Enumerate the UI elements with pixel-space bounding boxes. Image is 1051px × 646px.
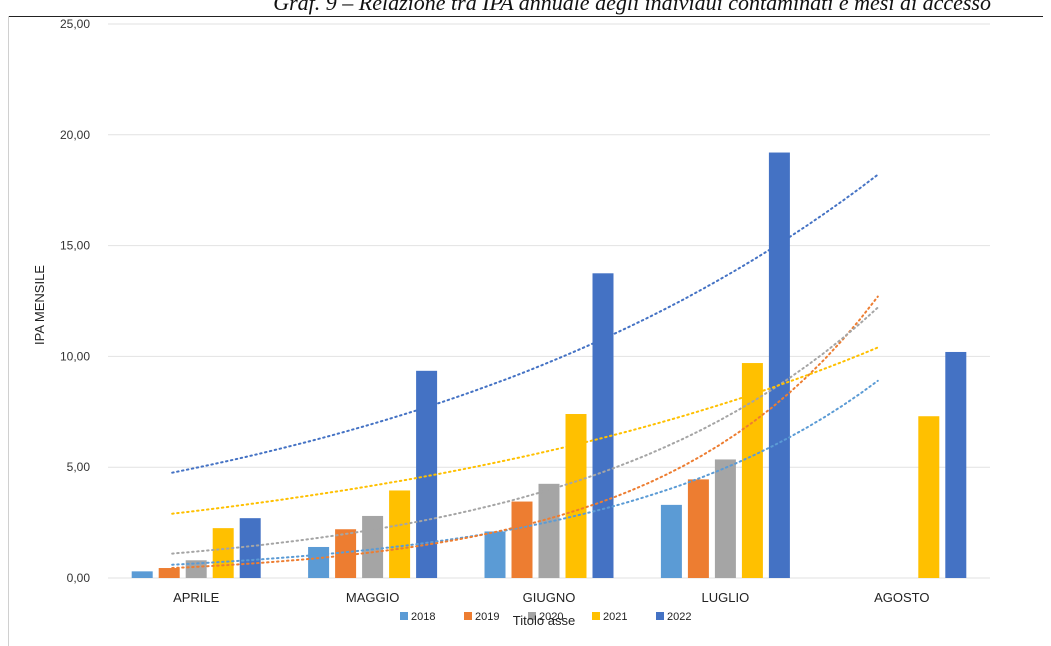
trendline-2020: [171, 306, 879, 555]
bar-2018-giugno: [484, 531, 506, 578]
x-tick-label: APRILE: [173, 590, 220, 605]
bar-2019-giugno: [511, 501, 533, 578]
bar-2020-maggio: [362, 515, 384, 578]
x-tick-label: MAGGIO: [346, 590, 399, 605]
y-axis-label: IPA MENSILE: [32, 265, 47, 345]
legend-label-2021: 2021: [603, 611, 627, 623]
bar-2018-maggio: [308, 546, 330, 578]
y-tick-label: 25,00: [60, 17, 90, 31]
bar-2022-giugno: [592, 273, 614, 578]
bar-2018-aprile: [131, 571, 153, 578]
trendline-2019: [171, 295, 879, 569]
trendline-2018: [171, 379, 879, 566]
bar-2020-aprile: [185, 560, 207, 578]
bar-2022-agosto: [945, 351, 967, 578]
frame-left-border: [8, 16, 9, 646]
bar-2022-luglio: [768, 152, 790, 578]
legend: 2018 2019 2020 2021 2022: [400, 611, 691, 623]
x-tick-label: GIUGNO: [523, 590, 576, 605]
legend-label-2020: 2020: [539, 611, 563, 623]
trendline-2022: [171, 173, 879, 474]
legend-label-2018: 2018: [411, 611, 435, 623]
bar-2019-luglio: [687, 479, 709, 578]
legend-swatch-2018: [400, 612, 408, 620]
bar-2018-luglio: [660, 504, 682, 578]
legend-swatch-2020: [528, 612, 536, 620]
bar-2021-giugno: [565, 414, 587, 578]
y-tick-label: 15,00: [60, 239, 90, 253]
x-tick-label: AGOSTO: [874, 590, 929, 605]
legend-swatch-2022: [656, 612, 664, 620]
bar-2022-maggio: [416, 370, 438, 578]
chart-caption: Graf. 9 – Relazione tra IPA annuale degl…: [273, 0, 991, 15]
bar-2021-maggio: [389, 490, 411, 578]
bar-2019-maggio: [335, 529, 357, 578]
bar-2020-giugno: [538, 483, 560, 578]
x-axis-ticks: APRILE MAGGIO GIUGNO LUGLIO AGOSTO: [173, 590, 929, 605]
y-tick-label: 5,00: [67, 460, 91, 474]
legend-swatch-2019: [464, 612, 472, 620]
x-axis-label: Titolo asse: [513, 613, 575, 628]
legend-swatch-2021: [592, 612, 600, 620]
legend-label-2019: 2019: [475, 611, 499, 623]
bars: [131, 152, 967, 578]
y-tick-label: 10,00: [60, 349, 90, 363]
bar-2021-aprile: [212, 528, 234, 578]
trendline-2021: [171, 346, 879, 515]
bar-2019-aprile: [158, 568, 180, 578]
trendlines: [171, 173, 879, 569]
x-tick-label: LUGLIO: [702, 590, 750, 605]
legend-label-2022: 2022: [667, 611, 691, 623]
bar-2020-luglio: [714, 459, 736, 578]
y-tick-label: 20,00: [60, 128, 90, 142]
bar-2021-luglio: [741, 363, 763, 578]
bar-2022-aprile: [239, 518, 261, 578]
frame-top-border: [8, 16, 1043, 17]
y-tick-label: 0,00: [67, 571, 91, 585]
y-axis-ticks: 0,00 5,00 10,00 15,00 20,00 25,00: [60, 17, 90, 585]
bar-2021-agosto: [918, 416, 940, 578]
